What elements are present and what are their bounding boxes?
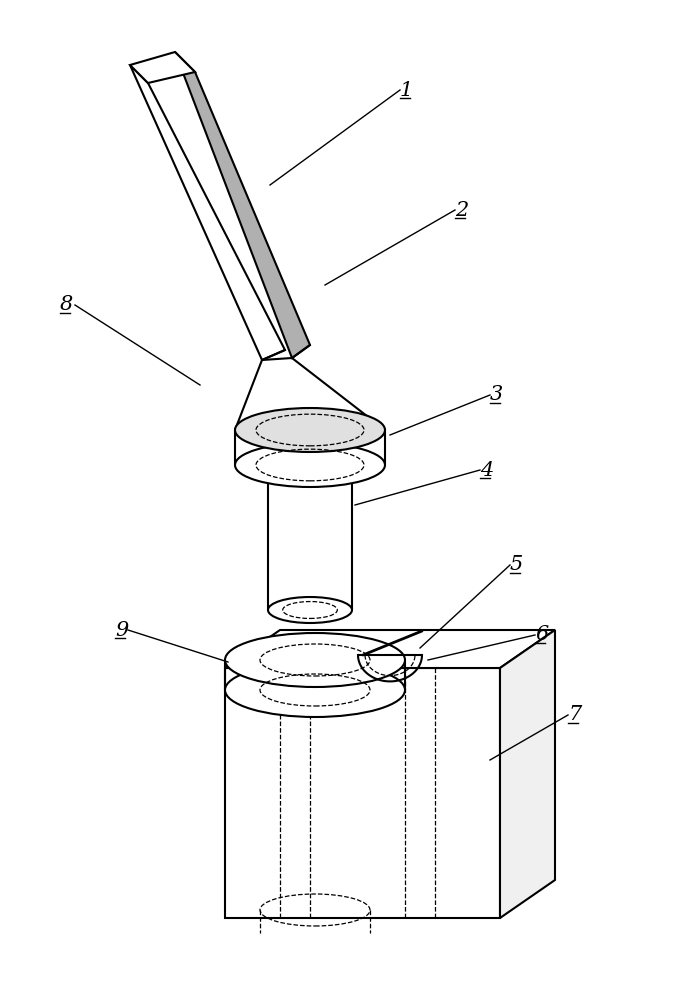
Ellipse shape <box>225 633 405 687</box>
Ellipse shape <box>235 443 385 487</box>
Text: 4: 4 <box>480 460 493 480</box>
Text: 9: 9 <box>115 620 128 640</box>
Ellipse shape <box>225 663 405 717</box>
Polygon shape <box>225 630 555 668</box>
Ellipse shape <box>235 408 385 452</box>
Ellipse shape <box>268 597 352 623</box>
Text: 3: 3 <box>490 385 503 404</box>
Polygon shape <box>500 630 555 918</box>
Text: 5: 5 <box>510 556 524 574</box>
Text: 2: 2 <box>455 200 468 220</box>
Text: 1: 1 <box>400 81 413 100</box>
Polygon shape <box>130 65 285 360</box>
Text: 8: 8 <box>60 296 73 314</box>
Polygon shape <box>225 668 500 918</box>
Text: 7: 7 <box>568 706 582 724</box>
Polygon shape <box>130 52 195 83</box>
Polygon shape <box>175 52 310 358</box>
Text: 6: 6 <box>535 626 548 645</box>
